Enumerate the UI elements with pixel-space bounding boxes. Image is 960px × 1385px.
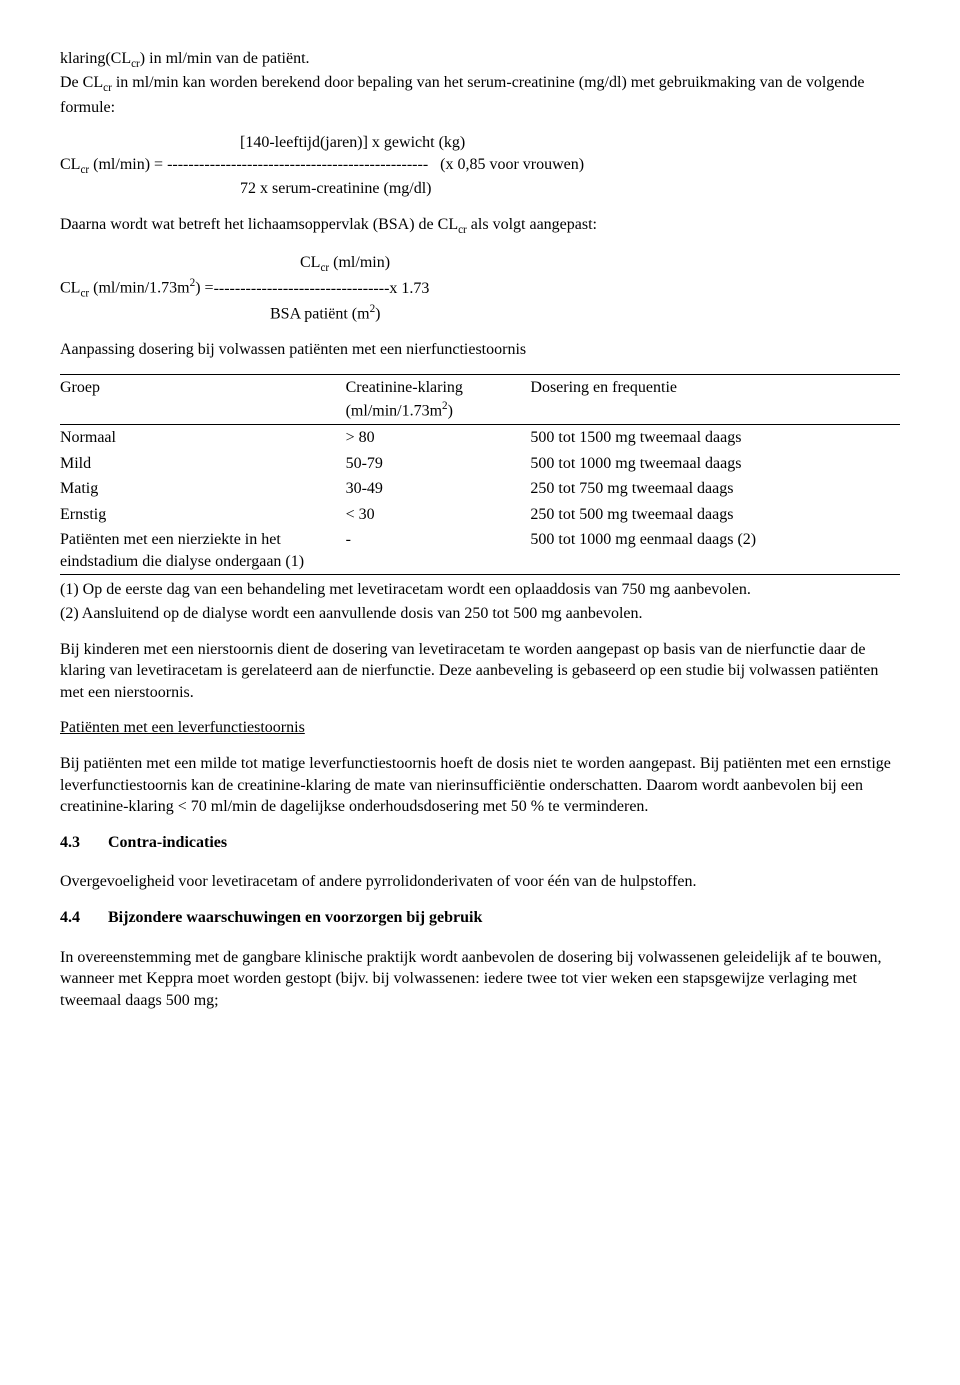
formula-denominator: 72 x serum-creatinine (mg/dl) (240, 178, 900, 200)
cell-clearance: 50-79 (346, 451, 531, 477)
table-header-row: Groep Creatinine-klaring (ml/min/1.73m2)… (60, 375, 900, 425)
cell-dosing: 250 tot 750 mg tweemaal daags (530, 476, 900, 502)
col-header-group: Groep (60, 375, 346, 425)
cell-group: Matig (60, 476, 346, 502)
cell-dosing: 500 tot 1500 mg tweemaal daags (530, 424, 900, 450)
table-row: Normaal > 80 500 tot 1500 mg tweemaal da… (60, 424, 900, 450)
dosing-table: Groep Creatinine-klaring (ml/min/1.73m2)… (60, 374, 900, 575)
section-4-3-heading: 4.3 Contra-indicaties (60, 832, 900, 854)
section-4-4-paragraph: In overeenstemming met de gangbare klini… (60, 947, 900, 1012)
formula-right: (x 0,85 voor vrouwen) (440, 154, 584, 176)
section-number: 4.4 (60, 907, 104, 929)
footnote-1: (1) Op de eerste dag van een behandeling… (60, 579, 900, 601)
formula-left: CLcr (ml/min) = (60, 154, 163, 178)
formula2-denominator: BSA patiënt (m2) (270, 302, 900, 325)
cell-group: Mild (60, 451, 346, 477)
bsa-intro: Daarna wordt wat betreft het lichaamsopp… (60, 214, 900, 238)
cell-clearance: 30-49 (346, 476, 531, 502)
col-header-dosing: Dosering en frequentie (530, 375, 900, 425)
cell-clearance: > 80 (346, 424, 531, 450)
cell-clearance: - (346, 527, 531, 575)
table-caption: Aanpassing dosering bij volwassen patiën… (60, 339, 900, 361)
cell-dosing: 500 tot 1000 mg eenmaal daags (2) (530, 527, 900, 575)
col-header-clearance: Creatinine-klaring (ml/min/1.73m2) (346, 375, 531, 425)
children-paragraph: Bij kinderen met een nierstoornis dient … (60, 639, 900, 704)
formula2-numerator: CLcr (ml/min) (300, 252, 900, 276)
formula2-fraction-bar: --------------------------------- (214, 278, 390, 300)
formula2-right: x 1.73 (389, 278, 429, 300)
cell-clearance: < 30 (346, 502, 531, 528)
formula-fraction-bar: ----------------------------------------… (163, 154, 432, 176)
cell-dosing: 250 tot 500 mg tweemaal daags (530, 502, 900, 528)
section-title: Contra-indicaties (108, 834, 227, 851)
section-4-3-paragraph: Overgevoeligheid voor levetiracetam of a… (60, 871, 900, 893)
intro-line-2: De CLcr in ml/min kan worden berekend do… (60, 72, 900, 118)
section-4-4-heading: 4.4 Bijzondere waarschuwingen en voorzor… (60, 907, 900, 929)
liver-heading: Patiënten met een leverfunctiestoornis (60, 717, 900, 739)
cell-dosing: 500 tot 1000 mg tweemaal daags (530, 451, 900, 477)
footnote-2: (2) Aansluitend op de dialyse wordt een … (60, 603, 900, 625)
formula-clcr: [140-leeftijd(jaren)] x gewicht (kg) CLc… (60, 132, 900, 199)
section-number: 4.3 (60, 832, 104, 854)
formula2-left: CLcr (ml/min/1.73m2) = (60, 276, 214, 302)
table-row: Matig 30-49 250 tot 750 mg tweemaal daag… (60, 476, 900, 502)
table-row: Ernstig < 30 250 tot 500 mg tweemaal daa… (60, 502, 900, 528)
cell-group: Ernstig (60, 502, 346, 528)
cell-group: Patiënten met een nierziekte in het eind… (60, 527, 346, 575)
table-row: Mild 50-79 500 tot 1000 mg tweemaal daag… (60, 451, 900, 477)
liver-paragraph: Bij patiënten met een milde tot matige l… (60, 753, 900, 818)
intro-line-1: klaring(CLcr) in ml/min van de patiënt. (60, 48, 900, 72)
section-title: Bijzondere waarschuwingen en voorzorgen … (108, 909, 482, 926)
formula-numerator: [140-leeftijd(jaren)] x gewicht (kg) (240, 132, 900, 154)
cell-group: Normaal (60, 424, 346, 450)
table-row: Patiënten met een nierziekte in het eind… (60, 527, 900, 575)
formula-bsa: CLcr (ml/min) CLcr (ml/min/1.73m2) = ---… (60, 252, 900, 325)
